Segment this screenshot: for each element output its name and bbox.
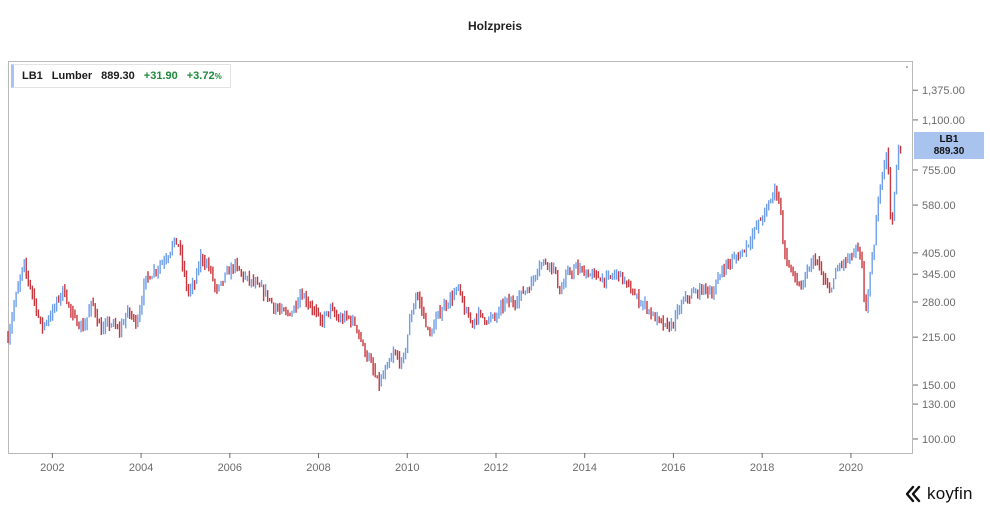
- x-tick-label: 2002: [40, 462, 64, 474]
- plot-area: [8, 61, 913, 454]
- logo-text: koyfin: [927, 484, 973, 503]
- x-tick-label: 2008: [306, 462, 330, 474]
- y-tick-label: 130.00: [922, 399, 956, 411]
- x-tick-label: 2006: [218, 462, 242, 474]
- last-price-tag: LB1 889.30: [914, 132, 984, 159]
- legend-last-price: 889.30: [101, 70, 135, 82]
- x-tick-label: 2020: [839, 462, 863, 474]
- y-tick-label: 1,100.00: [922, 115, 965, 127]
- x-tick-label: 2016: [661, 462, 685, 474]
- legend-name: Lumber: [51, 70, 93, 82]
- y-tick-label: 405.00: [922, 248, 956, 260]
- chart-legend[interactable]: LB1 Lumber 889.30 +31.90 +3.72%: [11, 64, 231, 88]
- x-tick-label: 2010: [395, 462, 419, 474]
- y-tick-label: 280.00: [922, 297, 956, 309]
- x-tick-label: 2004: [129, 462, 153, 474]
- price-tag-value: 889.30: [933, 146, 965, 157]
- koyfin-logo: koyfin: [906, 484, 973, 504]
- legend-change: +31.90: [143, 70, 178, 82]
- y-tick-label: 1,375.00: [922, 85, 965, 97]
- x-tick-label: 2014: [572, 462, 596, 474]
- plot-corner-dot: [906, 66, 908, 68]
- legend-change-pct: +3.72%: [186, 70, 222, 82]
- x-tick-label: 2012: [484, 462, 508, 474]
- y-tick-label: 150.00: [922, 380, 956, 392]
- y-tick-label: 345.00: [922, 269, 956, 281]
- y-tick-label: 215.00: [922, 332, 956, 344]
- chart-title: Holzpreis: [467, 19, 522, 33]
- y-tick-label: 100.00: [922, 434, 956, 446]
- y-tick-label: 580.00: [922, 200, 956, 212]
- x-tick-label: 2018: [750, 462, 774, 474]
- y-tick-label: 755.00: [922, 165, 956, 177]
- koyfin-mark-icon: [906, 485, 921, 503]
- legend-symbol: LB1: [22, 70, 43, 82]
- price-tag-symbol: LB1: [939, 134, 959, 145]
